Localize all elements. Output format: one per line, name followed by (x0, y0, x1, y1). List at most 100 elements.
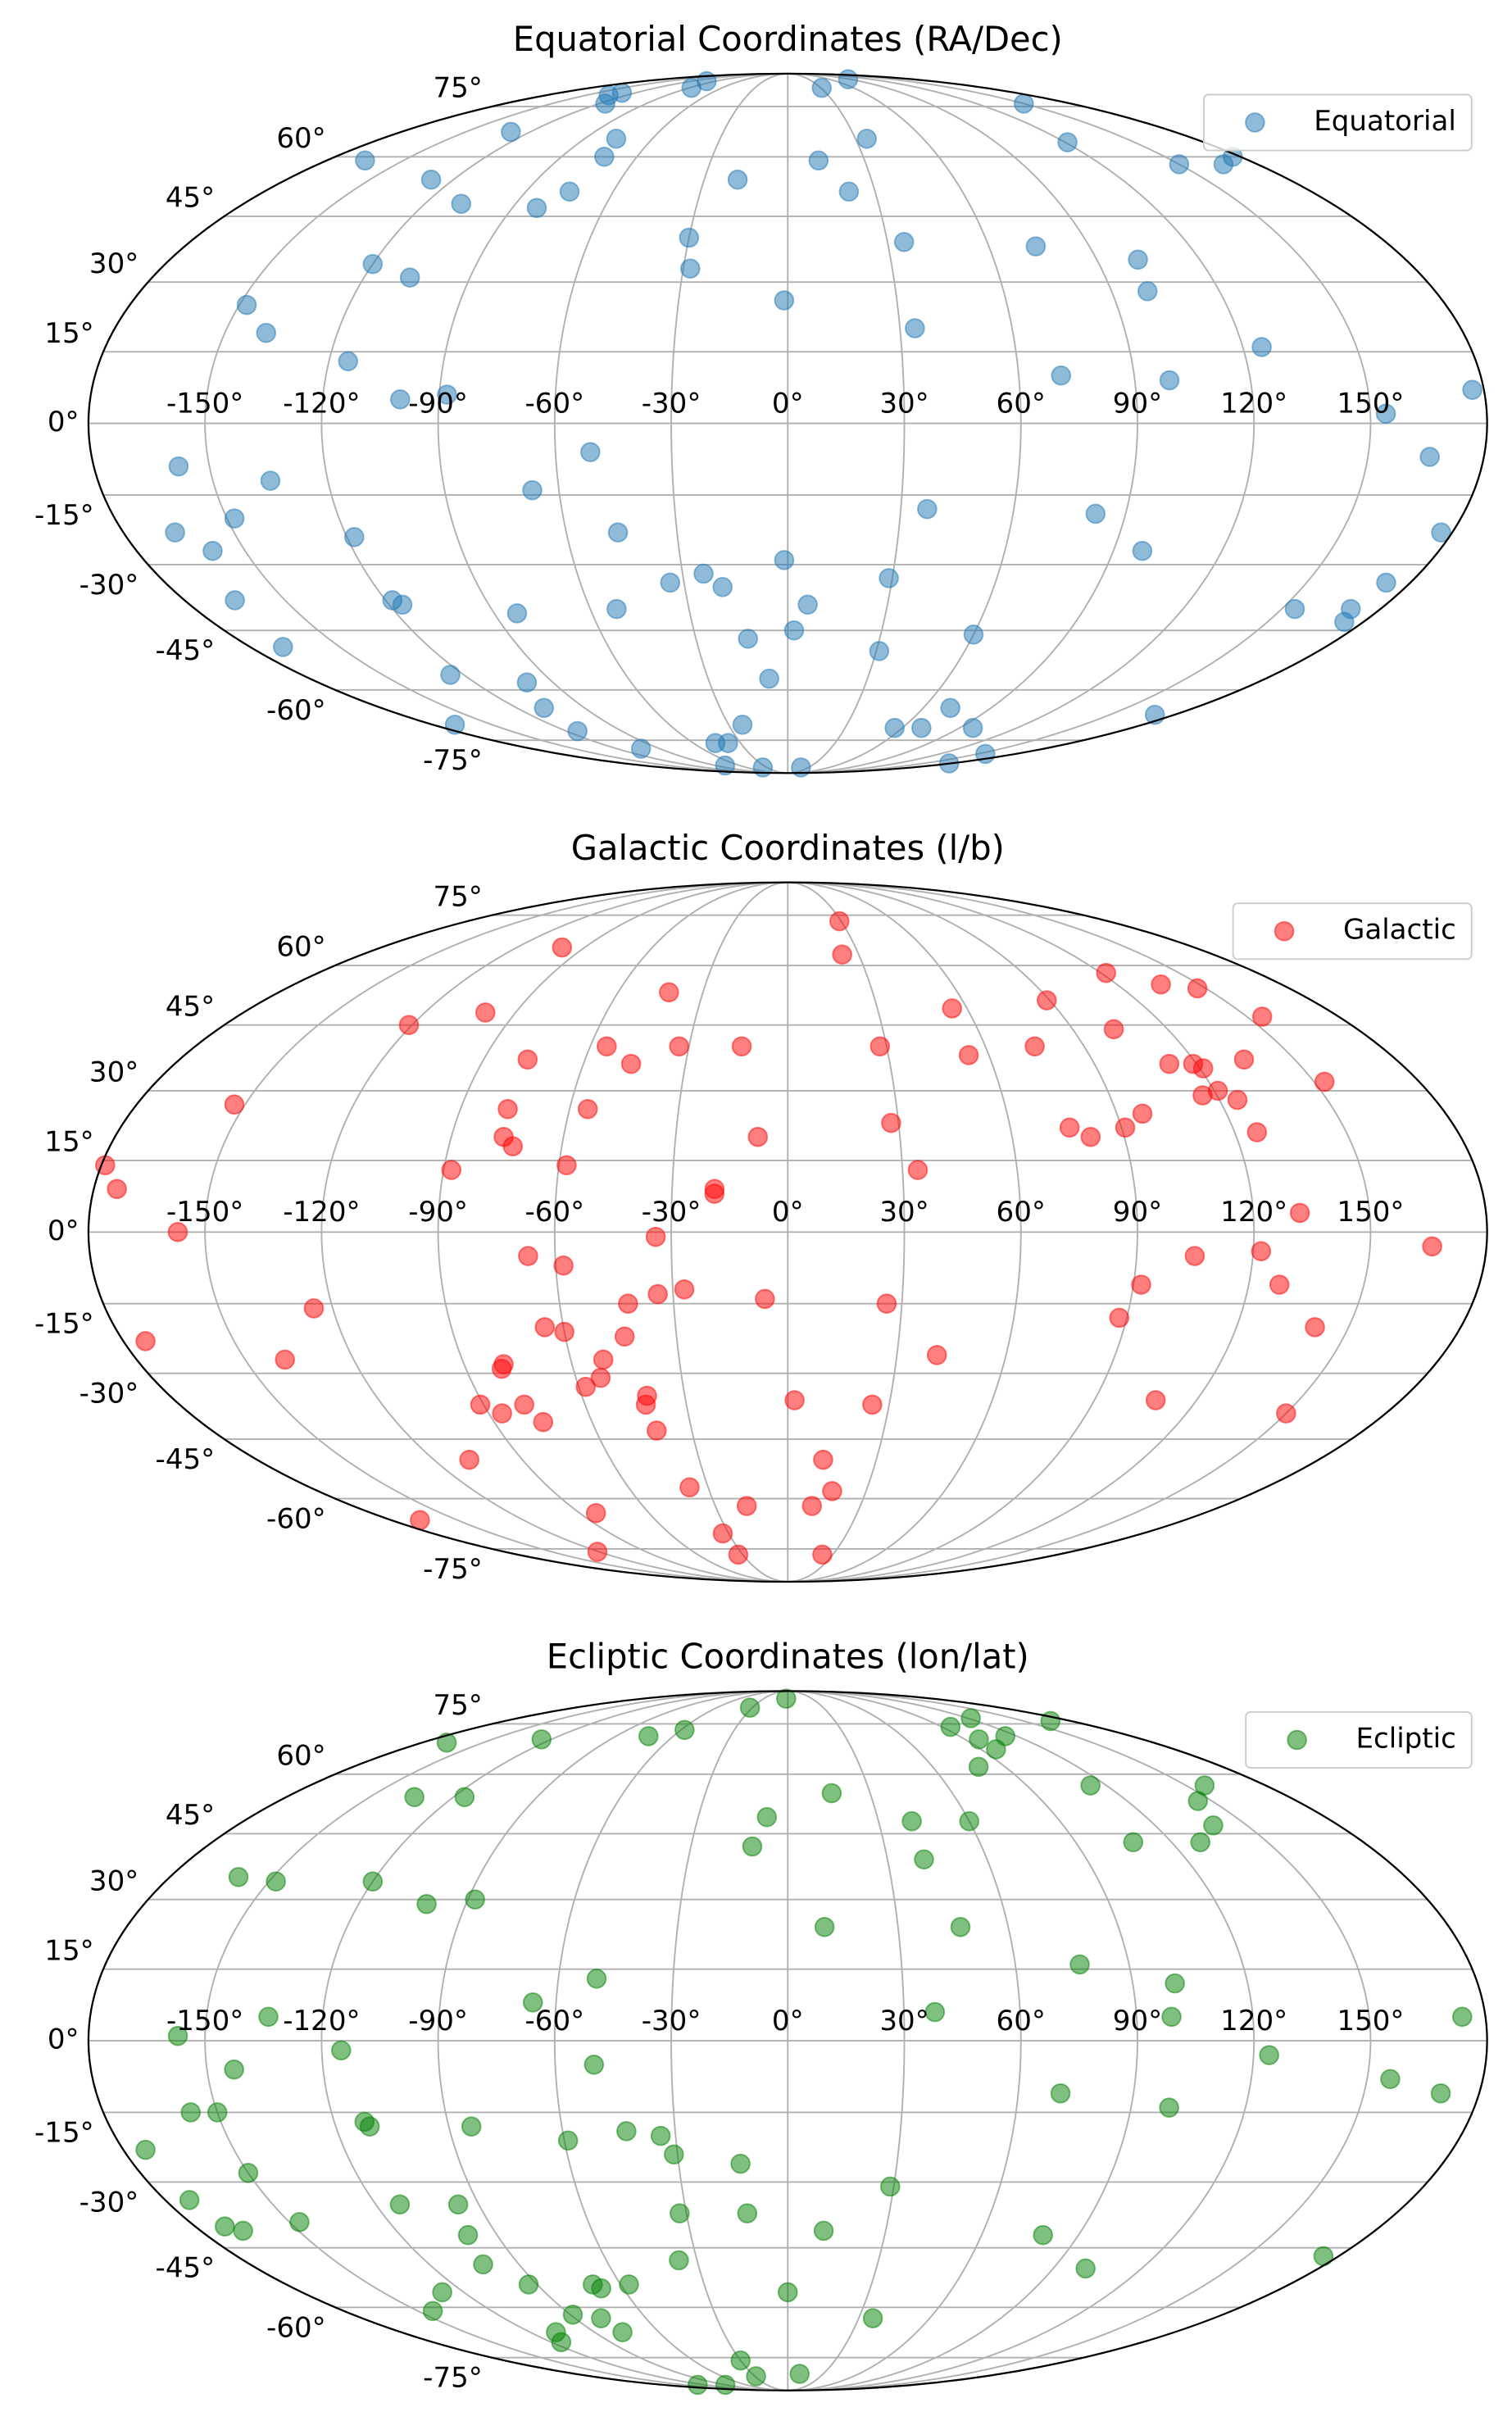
data-point (811, 77, 833, 98)
data-point (1159, 1053, 1180, 1074)
data-point (959, 1810, 980, 1832)
data-point (399, 267, 420, 288)
data-point (585, 1502, 606, 1524)
data-point (107, 1179, 127, 1200)
grid-line (320, 72, 788, 774)
data-point (597, 1036, 617, 1057)
x-tick-label: 120° (1220, 1196, 1287, 1229)
plot-frame (87, 881, 1488, 1583)
y-tick-label: 0° (48, 2023, 79, 2056)
x-tick-label: 150° (1337, 1196, 1404, 1229)
data-point (808, 150, 829, 171)
grid-line (788, 881, 906, 1583)
x-tick-label: -120° (283, 1196, 360, 1229)
grid-line (437, 72, 788, 774)
data-point (587, 1542, 608, 1562)
x-tick-label: 0° (772, 2005, 804, 2037)
legend-box (1202, 93, 1473, 152)
y-tick-label: -15° (34, 2116, 94, 2149)
plot-frame (87, 1690, 1488, 2391)
data-point (1145, 1390, 1166, 1410)
data-point (1203, 1815, 1224, 1836)
data-point (1085, 503, 1106, 525)
data-point (614, 1326, 635, 1347)
data-point (950, 1916, 971, 1937)
data-point (856, 129, 878, 149)
data-point (669, 2250, 689, 2271)
data-point (355, 150, 375, 171)
y-tick-label: 45° (166, 990, 215, 1023)
data-point (606, 129, 627, 149)
x-tick-label: -30° (642, 1196, 702, 1229)
data-point (554, 1321, 574, 1342)
data-point (693, 563, 714, 584)
data-point (420, 169, 442, 190)
x-tick-label: 150° (1337, 2005, 1404, 2037)
data-point (759, 668, 779, 689)
data-point (518, 1246, 538, 1266)
data-point (447, 2194, 469, 2215)
data-point (1284, 598, 1305, 620)
data-point (506, 603, 528, 624)
y-tick-label: -75° (423, 2362, 483, 2395)
data-point (583, 2055, 605, 2075)
data-point (580, 442, 601, 462)
data-point (1259, 2045, 1279, 2065)
data-point (618, 1293, 638, 1314)
grid-line (788, 881, 1022, 1583)
y-tick-label: -60° (266, 1503, 326, 1536)
data-point (679, 227, 700, 248)
data-point (1069, 1954, 1090, 1975)
data-point (522, 479, 543, 501)
grid-line (320, 1690, 788, 2391)
data-point (167, 1222, 188, 1242)
y-tick-label: -45° (156, 1443, 216, 1476)
grid-line (788, 72, 1255, 774)
data-point (465, 1889, 485, 1910)
data-point (559, 181, 580, 202)
chart-title: Ecliptic Coordinates (lon/lat) (547, 1637, 1029, 1677)
x-tick-label: 0° (772, 1196, 804, 1229)
data-point (258, 2006, 279, 2028)
data-point (647, 1283, 668, 1305)
data-point (715, 2374, 736, 2396)
data-point (1132, 540, 1153, 561)
data-point (940, 1716, 961, 1737)
x-tick-label: -120° (283, 2005, 360, 2037)
data-point (1051, 365, 1072, 386)
data-point (910, 717, 932, 738)
data-point (784, 1390, 805, 1410)
x-tick-label: -90° (408, 387, 468, 420)
y-tick-label: -45° (156, 634, 216, 667)
data-point (225, 590, 245, 611)
data-point (620, 1053, 642, 1074)
data-point (1431, 522, 1451, 543)
data-point (273, 637, 293, 657)
data-point (491, 1358, 512, 1379)
grid-line (204, 72, 788, 774)
data-point (398, 1015, 420, 1036)
grid-line (788, 1690, 1022, 2391)
data-point (1187, 978, 1208, 999)
data-point (595, 93, 615, 114)
data-point (630, 738, 652, 759)
legend-label: Ecliptic (1356, 1722, 1456, 1755)
legend-label: Galactic (1343, 914, 1456, 947)
y-tick-label: -60° (266, 2311, 326, 2344)
data-point (727, 169, 748, 190)
y-tick-label: 75° (433, 72, 482, 105)
data-point (1251, 1006, 1273, 1027)
data-point (1161, 2006, 1182, 2028)
data-point (575, 1376, 597, 1397)
legend-box (1232, 902, 1473, 961)
x-tick-label: 90° (1113, 387, 1162, 420)
data-point (260, 470, 281, 491)
data-point (238, 2163, 259, 2183)
data-point (1187, 1791, 1209, 1811)
data-point (659, 982, 679, 1003)
data-point (1419, 447, 1440, 467)
data-point (907, 1160, 929, 1180)
subplot: Galactic Coordinates (l/b) -150° -120° -90°… (34, 828, 1488, 1586)
subplot: Ecliptic Coordinates (lon/lat) -150° -120°… (34, 1637, 1488, 2396)
data-point (752, 757, 774, 778)
